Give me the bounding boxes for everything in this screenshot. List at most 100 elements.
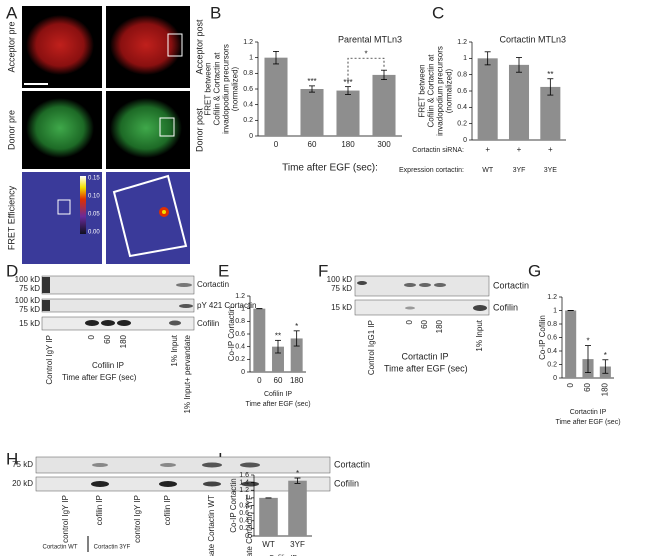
band-label: Cortactin	[334, 459, 370, 469]
y-axis-label: FRET between	[204, 62, 213, 115]
y-tick-label: 1	[241, 306, 245, 313]
annotation: **	[547, 70, 553, 79]
y-tick-label: 0	[241, 369, 245, 376]
bar	[540, 86, 561, 140]
x-tick-label: 300	[377, 140, 391, 149]
band-label: Cortactin	[493, 280, 529, 290]
y-tick-label: 0.8	[239, 502, 249, 509]
bar	[264, 57, 288, 136]
marker-label: 20 kD	[12, 479, 33, 488]
y-tick-label: 1.6	[239, 472, 249, 479]
panel-letter: D	[6, 261, 18, 280]
y-tick-label: 0.6	[239, 510, 249, 517]
y-tick-label: 0.2	[547, 361, 557, 368]
panel-letter: F	[318, 261, 328, 280]
row-label: Expression cortactin:	[399, 167, 464, 174]
band-label: Cofilin	[334, 478, 359, 488]
annotation: **	[275, 331, 281, 340]
lane-label: 1% Input+ pervandate	[183, 334, 192, 413]
y-tick-label: 1.2	[239, 487, 249, 494]
blot	[41, 275, 195, 331]
lane-label: 180	[119, 334, 128, 348]
y-tick-label: 0.6	[457, 88, 467, 95]
x-tick-label: 180	[600, 382, 609, 396]
y-axis-label: invadopodium precursors	[222, 44, 231, 134]
annotation: *	[364, 49, 367, 58]
axis-label: Time after EGF (sec)	[384, 363, 468, 373]
x-axis-label: Cortactin IP	[570, 409, 607, 416]
y-tick-label: 0.6	[235, 331, 245, 338]
row-label: Acceptor post	[194, 19, 204, 75]
y-tick-label: 0	[249, 133, 253, 140]
lane-label: cofilin IP	[95, 495, 104, 525]
marker-label: 75 kD	[19, 284, 40, 293]
row-label: Cortactin siRNA:	[412, 147, 464, 154]
y-axis-label: Co-IP Cortactin	[229, 478, 238, 533]
y-tick-label: 0.6	[243, 86, 253, 93]
lane-label: Lysate Cortactin WT	[207, 495, 216, 556]
x-tick-label: 60	[583, 382, 592, 391]
group-label: Cortactin IP	[401, 351, 448, 361]
band-label: Cortactin	[197, 280, 229, 289]
colorbar-tick: 0.10	[88, 194, 100, 200]
marker-label: 100 kD	[15, 275, 41, 284]
panel-letter: E	[218, 261, 229, 280]
bar	[372, 74, 396, 136]
x-tick-label: 180	[290, 376, 304, 385]
lane-label: 60	[420, 319, 429, 328]
marker-label: 100 kD	[15, 296, 41, 305]
x-tick-label: 3YE	[544, 167, 558, 174]
y-tick-label: 0.2	[239, 525, 249, 532]
lane-label: 0	[87, 334, 96, 339]
lane-label: control IgY IP	[61, 495, 70, 543]
bar	[477, 58, 498, 141]
y-axis-label: Cofilin & Cortactin at	[427, 54, 436, 128]
bar	[565, 310, 577, 378]
bar	[508, 64, 530, 140]
y-tick-label: 0.4	[243, 102, 253, 109]
annotation: ***	[307, 77, 316, 86]
row-label: Donor post	[194, 107, 204, 152]
y-tick-label: 1.2	[243, 39, 253, 46]
group-label: Cofilin IP	[92, 361, 124, 370]
colorbar-tick: 0.00	[88, 230, 100, 236]
y-tick-label: 1	[463, 55, 467, 62]
colorbar-tick: 0.15	[88, 176, 100, 182]
bar	[336, 90, 360, 136]
y-tick-label: 1	[245, 495, 249, 502]
y-tick-label: 1.2	[547, 294, 557, 301]
y-axis-label: Co-IP Cortactin	[227, 307, 236, 362]
y-tick-label: 1.2	[235, 293, 245, 300]
sirna-mark: +	[517, 145, 522, 154]
x-tick-label: WT	[262, 540, 275, 549]
chart-title: Parental MTLn3	[338, 34, 402, 44]
y-tick-label: 1.4	[239, 479, 249, 486]
marker-label: 100 kD	[327, 275, 353, 284]
axis-label: Time after EGF (sec)	[62, 373, 137, 382]
x-axis-label: Cofilin IP	[264, 391, 292, 398]
bar	[300, 89, 324, 136]
lane-label: Control IgY IP	[45, 335, 54, 385]
y-axis-label: (normalized)	[445, 68, 454, 113]
x-axis-label: Time after EGF (sec):	[282, 163, 378, 174]
y-axis-label: FRET between	[418, 64, 427, 117]
y-tick-label: 0.4	[235, 344, 245, 351]
panel-letter: H	[6, 449, 18, 468]
lane-label: cofilin IP	[163, 495, 172, 525]
micrographs	[22, 6, 190, 264]
bar	[272, 346, 284, 372]
blot	[35, 456, 331, 552]
lane-label: 1% Input	[170, 334, 179, 366]
y-tick-label: 0.4	[457, 104, 467, 111]
annotation: *	[604, 351, 607, 360]
marker-label: 75 kD	[331, 284, 352, 293]
y-tick-label: 1.2	[457, 39, 467, 46]
lane-label: control IgY IP	[133, 495, 142, 543]
marker-label: 15 kD	[331, 303, 352, 312]
bar	[253, 308, 266, 372]
y-tick-label: 0.8	[235, 318, 245, 325]
lane-label: 0	[405, 319, 414, 324]
bar	[259, 497, 278, 536]
x-tick-label: 180	[341, 140, 355, 149]
annotation: *	[295, 322, 298, 331]
